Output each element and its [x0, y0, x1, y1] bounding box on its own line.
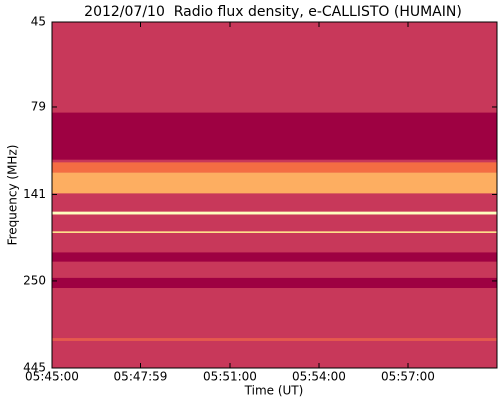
plot-frame	[51, 21, 498, 369]
frequency-band	[52, 277, 497, 289]
x-axis-label: Time (UT)	[244, 384, 304, 398]
frequency-band	[52, 162, 497, 173]
x-tick-label: 05:47:59	[114, 370, 168, 384]
frequency-band	[52, 211, 497, 215]
frequency-band	[52, 338, 497, 341]
x-tick-label: 05:57:00	[381, 370, 435, 384]
x-tick-label: 05:45:00	[25, 370, 79, 384]
frequency-band	[52, 112, 497, 160]
y-tick-label: 250	[23, 273, 46, 287]
chart-title: 2012/07/10 Radio flux density, e-CALLIST…	[84, 4, 462, 20]
y-axis-label: Frequency (MHz)	[6, 145, 20, 246]
y-tick-label: 45	[31, 15, 46, 29]
frequency-band	[52, 252, 497, 262]
spectrogram-background	[52, 22, 497, 368]
y-tick-label: 79	[31, 99, 46, 113]
frequency-band	[52, 172, 497, 194]
x-tick-label: 05:51:00	[203, 370, 257, 384]
y-tick-label: 445	[23, 361, 46, 375]
x-tick-label: 05:54:00	[292, 370, 346, 384]
frequency-band	[52, 231, 497, 233]
y-tick-label: 141	[23, 187, 46, 201]
